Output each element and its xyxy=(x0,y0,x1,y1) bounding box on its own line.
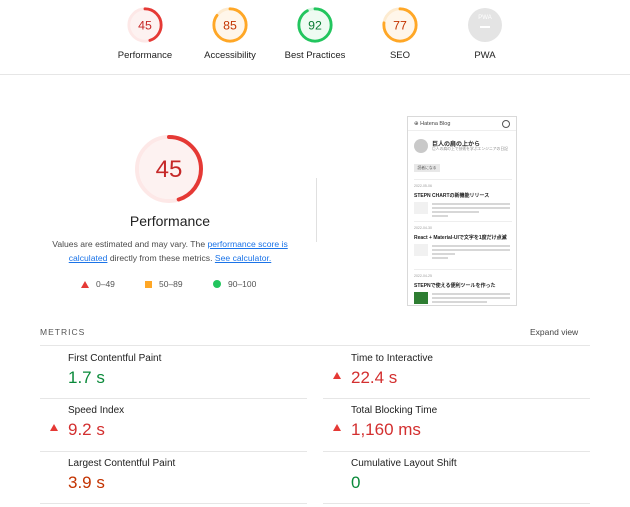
main-performance-score: 45 xyxy=(156,156,183,183)
phone-header: ⊕ Hatena Blog xyxy=(408,117,516,131)
see-calculator-link[interactable]: See calculator. xyxy=(214,253,272,263)
circle-icon xyxy=(213,280,221,288)
pwa-badge-icon: PWA xyxy=(468,8,502,42)
avatar xyxy=(414,139,428,153)
entry-thumbnail xyxy=(414,244,428,256)
gauge-pwa[interactable]: PWA PWA xyxy=(443,6,527,61)
entry-title: STEPN CHARTの新機能リリース xyxy=(414,193,490,199)
metric-label: First Contentful Paint xyxy=(68,353,162,364)
metric-value: 22.4 s xyxy=(351,368,398,387)
score-legend: 0–49 50–89 90–100 xyxy=(0,279,340,293)
hatena-logo: ⊕ Hatena Blog xyxy=(414,121,451,127)
gauge-label: Accessibility xyxy=(204,50,256,61)
performance-score-link[interactable]: performance score is calculated xyxy=(68,239,288,263)
metric-value: 0 xyxy=(351,473,361,492)
metric-status xyxy=(50,407,58,431)
gauge-best-practices[interactable]: 92 Best Practices xyxy=(273,6,357,61)
description-text: Values are estimated and may vary. The xyxy=(52,239,208,249)
score-summary-bar: 45 Performance 85 Accessibility 92 Best … xyxy=(0,0,630,75)
expand-view-toggle[interactable]: Expand view xyxy=(530,327,579,337)
metric-value: 1,160 ms xyxy=(351,420,421,439)
legend-average: 50–89 xyxy=(145,279,183,289)
performance-score: 45 xyxy=(138,18,152,32)
user-icon xyxy=(502,120,510,128)
fail-triangle-icon xyxy=(50,407,58,431)
legend-fail: 0–49 xyxy=(81,279,115,289)
divider xyxy=(323,451,590,452)
metric-label: Total Blocking Time xyxy=(351,405,438,416)
accessibility-score: 85 xyxy=(223,18,237,32)
divider xyxy=(40,503,307,504)
triangle-icon xyxy=(81,280,89,288)
legend-label: 90–100 xyxy=(228,279,257,289)
divider xyxy=(40,345,590,346)
gauge-accessibility[interactable]: 85 Accessibility xyxy=(188,6,272,61)
metric-status xyxy=(333,355,341,379)
performance-title: Performance xyxy=(129,213,211,229)
legend-pass: 90–100 xyxy=(213,279,256,289)
blog-header: 巨人の肩の上から 巨人の肩の上で技術を学ぶエンジニアの日記 xyxy=(414,137,512,157)
entry-thumbnail xyxy=(414,202,428,214)
metric-item: First Contentful Paint 1.7 s xyxy=(40,346,300,396)
legend-label: 50–89 xyxy=(159,279,183,289)
divider xyxy=(40,398,307,399)
gauge-label: Performance xyxy=(117,50,173,61)
seo-score-ring: 77 xyxy=(382,7,418,43)
entry-excerpt xyxy=(432,245,510,261)
final-screenshot: ⊕ Hatena Blog 巨人の肩の上から 巨人の肩の上で技術を学ぶエンジニア… xyxy=(407,116,517,306)
description-text: directly from these metrics. xyxy=(107,253,215,263)
entry-date: 2022-05-06 xyxy=(414,184,432,188)
metric-label: Speed Index xyxy=(68,405,125,416)
metric-item: Cumulative Layout Shift 0 xyxy=(323,451,583,501)
performance-description: Values are estimated and may vary. The p… xyxy=(45,237,295,265)
gauge-performance[interactable]: 45 Performance xyxy=(103,6,187,61)
metric-value: 3.9 s xyxy=(68,473,105,492)
divider xyxy=(323,398,590,399)
metric-label: Largest Contentful Paint xyxy=(68,458,176,469)
pwa-badge-text: PWA xyxy=(478,15,492,21)
entry-date: 2022-04-30 xyxy=(414,226,432,230)
blog-subtitle: 巨人の肩の上で技術を学ぶエンジニアの日記 xyxy=(432,147,508,151)
entry-thumbnail xyxy=(414,292,428,304)
entry-title: STEPNで使える便利ツールを作った xyxy=(414,283,496,289)
fail-triangle-icon xyxy=(333,407,341,431)
metric-item: Time to Interactive 22.4 s xyxy=(323,346,583,396)
blog-title: 巨人の肩の上から xyxy=(432,142,481,148)
metric-value: 1.7 s xyxy=(68,368,105,387)
divider xyxy=(40,451,307,452)
seo-score: 77 xyxy=(393,18,407,32)
best-practices-score: 92 xyxy=(308,18,322,32)
metric-item: Largest Contentful Paint 3.9 s xyxy=(40,451,300,501)
metric-value: 9.2 s xyxy=(68,420,105,439)
subscribe-button: 読者になる xyxy=(414,164,440,172)
divider xyxy=(316,178,317,242)
divider xyxy=(323,503,590,504)
fail-triangle-icon xyxy=(333,355,341,379)
entry-date: 2022-04-25 xyxy=(414,274,432,278)
legend-label: 0–49 xyxy=(96,279,115,289)
divider xyxy=(414,179,512,180)
divider xyxy=(414,269,512,270)
entry-excerpt xyxy=(432,203,510,219)
square-icon xyxy=(145,280,152,288)
metrics-heading: METRICS xyxy=(40,327,86,337)
best-practices-score-ring: 92 xyxy=(297,7,333,43)
gauge-label: Best Practices xyxy=(284,50,346,61)
main-performance-gauge: 45 xyxy=(135,135,203,203)
performance-score-ring: 45 xyxy=(127,7,163,43)
gauge-label: SEO xyxy=(389,50,411,61)
gauge-label: PWA xyxy=(474,50,496,61)
dash-icon xyxy=(480,26,490,28)
metric-item: Speed Index 9.2 s xyxy=(40,398,300,448)
metric-label: Time to Interactive xyxy=(351,353,433,364)
entry-title: React + Material-UIで文字を1度だけ点滅 xyxy=(414,235,507,241)
entry-excerpt xyxy=(432,293,510,305)
metric-status xyxy=(333,407,341,431)
accessibility-score-ring: 85 xyxy=(212,7,248,43)
metric-item: Total Blocking Time 1,160 ms xyxy=(323,398,583,448)
metric-label: Cumulative Layout Shift xyxy=(351,458,457,469)
gauge-seo[interactable]: 77 SEO xyxy=(358,6,442,61)
divider xyxy=(414,221,512,222)
